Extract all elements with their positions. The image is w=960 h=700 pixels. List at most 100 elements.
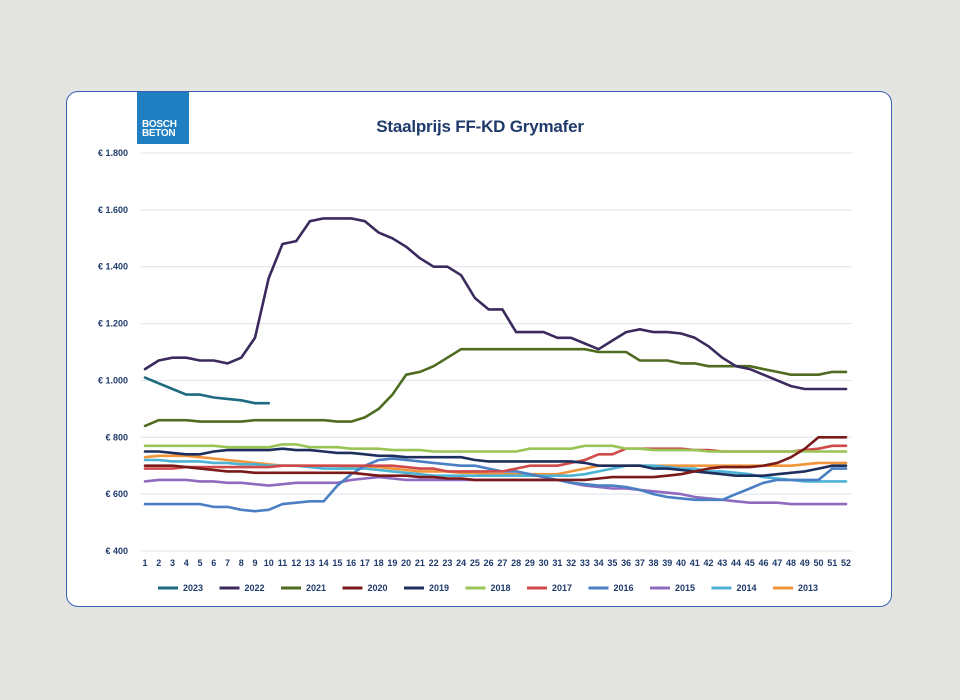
legend-item-2019: 2019: [404, 583, 449, 593]
x-tick-label: 31: [552, 558, 562, 568]
legend-label: 2023: [183, 583, 203, 593]
y-tick-label: € 800: [105, 432, 128, 442]
series-line-2013: [143, 454, 848, 476]
series-line-2016: [143, 457, 848, 513]
x-tick-label: 44: [731, 558, 741, 568]
logo-line1: BOSCH: [142, 119, 177, 130]
x-tick-label: 17: [360, 558, 370, 568]
y-tick-label: € 1.400: [98, 262, 128, 272]
x-tick-label: 39: [662, 558, 672, 568]
x-tick-label: 28: [511, 558, 521, 568]
x-tick-label: 38: [649, 558, 659, 568]
legend-label: 2015: [675, 583, 695, 593]
x-tick-label: 33: [580, 558, 590, 568]
x-tick-label: 23: [442, 558, 452, 568]
chart-title: Staalprijs FF-KD Grymafer: [376, 117, 584, 136]
x-tick-label: 48: [786, 558, 796, 568]
y-tick-label: € 1.000: [98, 375, 128, 385]
y-tick-label: € 600: [105, 489, 128, 499]
series-line-2018: [143, 443, 848, 453]
legend-item-2016: 2016: [588, 583, 634, 593]
series-line-2021: [143, 347, 848, 428]
x-tick-label: 19: [387, 558, 397, 568]
x-tick-label: 24: [456, 558, 466, 568]
legend-item-2018: 2018: [465, 583, 511, 593]
logo-line2: BETON: [142, 128, 176, 139]
y-tick-label: € 1.200: [98, 319, 128, 329]
x-tick-label: 32: [566, 558, 576, 568]
bosch-beton-logo: BOSCH BETON: [137, 92, 189, 144]
x-tick-label: 34: [594, 558, 604, 568]
legend-label: 2019: [429, 583, 449, 593]
x-tick-label: 12: [291, 558, 301, 568]
x-tick-label: 6: [211, 558, 216, 568]
x-tick-label: 2: [156, 558, 161, 568]
y-tick-label: € 1.600: [98, 205, 128, 215]
x-tick-label: 16: [346, 558, 356, 568]
x-tick-label: 10: [264, 558, 274, 568]
series-line-2023: [143, 376, 271, 405]
x-tick-label: 14: [319, 558, 329, 568]
series-line-2014: [143, 458, 848, 483]
x-tick-label: 15: [332, 558, 342, 568]
x-tick-label: 43: [717, 558, 727, 568]
legend-label: 2018: [491, 583, 511, 593]
x-tick-label: 13: [305, 558, 315, 568]
x-tick-label: 20: [401, 558, 411, 568]
x-tick-label: 11: [278, 558, 288, 568]
x-tick-label: 9: [252, 558, 257, 568]
x-tick-label: 41: [690, 558, 700, 568]
legend-item-2020: 2020: [342, 583, 388, 593]
x-tick-label: 27: [497, 558, 507, 568]
x-axis-ticks: 1 2 3 4 5 6 7 8 9 10 11 12 13 14 15 16 17 18 19 20 21 22 23 24 2…: [142, 558, 851, 568]
x-tick-label: 47: [772, 558, 782, 568]
legend-item-2015: 2015: [650, 583, 695, 593]
x-tick-label: 50: [814, 558, 824, 568]
x-tick-label: 25: [470, 558, 480, 568]
legend-label: 2016: [614, 583, 634, 593]
x-tick-label: 21: [415, 558, 425, 568]
x-tick-label: 3: [170, 558, 175, 568]
x-tick-label: 35: [607, 558, 617, 568]
x-tick-label: 26: [484, 558, 494, 568]
x-tick-label: 51: [827, 558, 837, 568]
series-line-2019: [143, 447, 848, 478]
x-tick-label: 30: [539, 558, 549, 568]
x-tick-label: 4: [184, 558, 189, 568]
x-tick-label: 52: [841, 558, 851, 568]
legend-item-2021: 2021: [281, 583, 326, 593]
x-tick-label: 46: [759, 558, 769, 568]
x-tick-label: 5: [197, 558, 202, 568]
x-tick-label: 29: [525, 558, 535, 568]
x-tick-label: 18: [374, 558, 384, 568]
x-tick-label: 8: [239, 558, 244, 568]
legend-label: 2013: [798, 583, 818, 593]
legend-item-2013: 2013: [773, 583, 818, 593]
x-tick-label: 45: [745, 558, 755, 568]
x-tick-label: 40: [676, 558, 686, 568]
x-tick-label: 49: [800, 558, 810, 568]
legend-item-2022: 2022: [219, 583, 265, 593]
legend-label: 2021: [306, 583, 326, 593]
legend-label: 2020: [368, 583, 388, 593]
legend-item-2014: 2014: [711, 583, 757, 593]
legend: 2023 2022 2021 2020 2019 2018 2017 2016 2015 2014…: [158, 583, 818, 593]
legend-item-2017: 2017: [527, 583, 572, 593]
y-axis-ticks: € 400 € 600 € 800 € 1.000 € 1.200 € 1.400 € 1.…: [98, 148, 128, 556]
y-tick-label: € 400: [105, 546, 128, 556]
x-tick-label: 37: [635, 558, 645, 568]
x-tick-label: 7: [225, 558, 230, 568]
x-tick-label: 42: [704, 558, 714, 568]
x-tick-label: 1: [142, 558, 147, 568]
legend-item-2023: 2023: [158, 583, 203, 593]
series-line-2020: [143, 435, 848, 482]
legend-label: 2022: [245, 583, 265, 593]
x-tick-label: 36: [621, 558, 631, 568]
legend-label: 2014: [737, 583, 757, 593]
series-line-2022: [143, 217, 848, 391]
series-layer: [143, 217, 848, 513]
x-tick-label: 22: [429, 558, 439, 568]
legend-label: 2017: [552, 583, 572, 593]
y-tick-label: € 1.800: [98, 148, 128, 158]
